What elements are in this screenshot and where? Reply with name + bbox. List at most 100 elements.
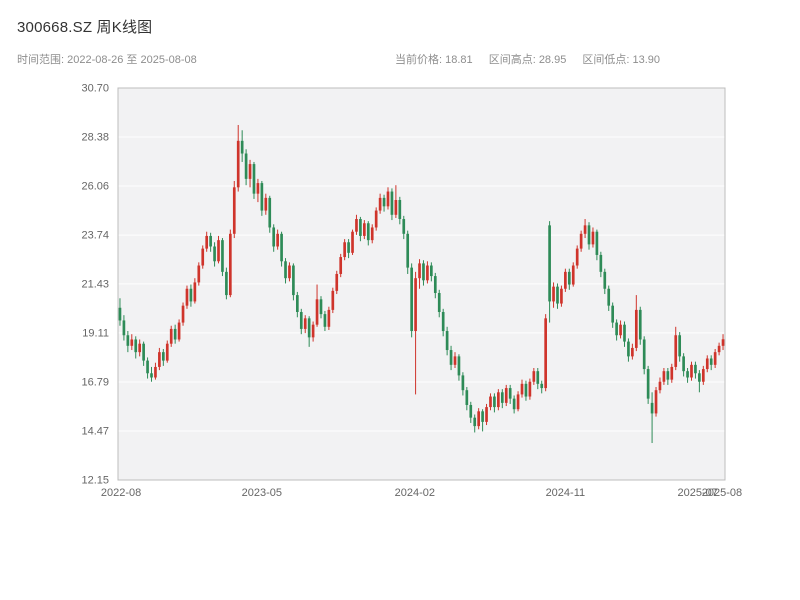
candle-body xyxy=(654,390,658,414)
candle-body xyxy=(240,140,244,154)
candle-body xyxy=(351,231,354,253)
candle-body xyxy=(221,240,224,272)
candle-body xyxy=(244,153,248,179)
candle-body xyxy=(252,164,256,194)
candle-body xyxy=(599,254,603,272)
candle-body xyxy=(567,271,571,285)
candle-body xyxy=(201,248,205,266)
candle-body xyxy=(701,369,705,382)
candle-body xyxy=(158,352,161,367)
y-tick-label: 19.11 xyxy=(82,327,109,339)
candle-body xyxy=(130,339,134,346)
candle-body xyxy=(662,371,666,382)
candle-body xyxy=(674,335,678,367)
candle-body xyxy=(524,383,528,397)
candle-body xyxy=(548,225,551,302)
candle-body xyxy=(138,343,142,353)
candle-body xyxy=(481,411,484,422)
candle-body xyxy=(437,292,441,312)
candle-body xyxy=(469,404,473,418)
candle-body xyxy=(225,271,228,296)
candle-body xyxy=(485,407,488,422)
y-tick-label: 26.06 xyxy=(81,181,109,193)
plot-frame xyxy=(117,87,726,481)
candle-body xyxy=(209,235,212,247)
candle-body xyxy=(303,318,307,329)
candle-body xyxy=(268,197,272,228)
candle-body xyxy=(406,233,410,268)
candle-body xyxy=(457,356,461,376)
candle-body xyxy=(638,309,642,340)
candle-body xyxy=(177,322,181,340)
candle-body xyxy=(520,383,524,395)
candle-body xyxy=(339,257,343,274)
candle-body xyxy=(658,381,662,391)
candle-body xyxy=(497,392,500,408)
candle-body xyxy=(374,210,378,228)
candle-body xyxy=(248,164,252,179)
candle-body xyxy=(615,322,618,336)
candle-body xyxy=(642,339,646,370)
candle-body xyxy=(173,328,177,340)
candle-body xyxy=(560,288,563,304)
candle-body xyxy=(504,388,508,403)
candle-body xyxy=(319,299,323,315)
candle-body xyxy=(280,233,283,262)
candle-body xyxy=(441,312,445,332)
candle-body xyxy=(611,305,615,323)
candle-body xyxy=(465,390,469,405)
x-tick-label: 2024-02 xyxy=(395,487,435,499)
candle-body xyxy=(489,396,492,408)
candle-body xyxy=(331,290,335,310)
candle-body xyxy=(627,341,630,357)
candle-body xyxy=(161,352,165,361)
candle-body xyxy=(473,417,477,427)
candle-body xyxy=(205,235,209,249)
candle-body xyxy=(296,295,299,312)
range-high-label: 区间高点: 28.95 xyxy=(488,54,567,66)
candle-body xyxy=(146,360,149,374)
candle-body xyxy=(363,223,366,236)
candle-body xyxy=(575,248,579,266)
y-tick-label: 21.43 xyxy=(81,278,109,290)
candle-body xyxy=(181,305,185,323)
candle-body xyxy=(587,225,591,245)
candle-body xyxy=(335,273,339,291)
candle-body xyxy=(355,219,358,232)
candle-body xyxy=(122,320,126,336)
candle-body xyxy=(347,242,350,253)
candle-body xyxy=(430,265,433,277)
candle-body xyxy=(690,364,693,378)
candle-body xyxy=(631,347,634,357)
candle-body xyxy=(217,240,220,262)
candle-body xyxy=(118,307,122,321)
candle-body xyxy=(544,318,547,389)
candle-body xyxy=(343,242,346,258)
x-tick-label: 2022-08 xyxy=(101,487,141,499)
candle-body xyxy=(666,371,670,380)
candle-body xyxy=(603,271,607,289)
candle-body xyxy=(717,345,721,353)
candle-body xyxy=(713,352,717,365)
candle-body xyxy=(532,371,536,382)
candle-body xyxy=(193,282,197,302)
candle-body xyxy=(213,246,216,262)
candle-body xyxy=(370,227,374,241)
candle-body xyxy=(276,233,279,247)
candle-body xyxy=(382,197,386,207)
candle-body xyxy=(165,343,169,361)
candle-body xyxy=(500,392,504,403)
x-tick-label: 2025-07 xyxy=(677,487,717,499)
candle-body xyxy=(398,200,402,220)
candle-body xyxy=(307,318,311,338)
candle-body xyxy=(583,225,587,234)
y-tick-label: 12.15 xyxy=(81,475,109,487)
candle-body xyxy=(197,265,201,283)
candle-body xyxy=(126,335,130,346)
candle-body xyxy=(579,233,583,249)
candle-body xyxy=(402,219,406,234)
x-tick-label: 2025-08 xyxy=(702,487,742,499)
candle-body xyxy=(512,398,516,410)
candle-body xyxy=(264,197,268,211)
